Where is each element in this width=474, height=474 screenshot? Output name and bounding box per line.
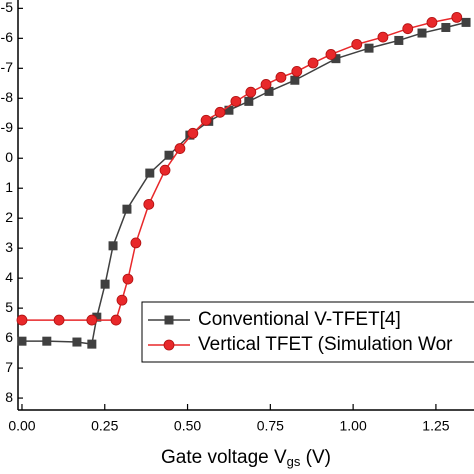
y-tick-label: 0 — [5, 149, 13, 165]
marker-circle — [351, 38, 363, 50]
x-tick-label: 1.25 — [422, 418, 449, 434]
marker-circle — [426, 17, 438, 28]
marker-square — [417, 28, 427, 38]
x-label-sub: gs — [287, 454, 301, 469]
marker-square — [108, 241, 118, 251]
x-tick-label: 0.50 — [174, 418, 201, 434]
marker-circle — [307, 57, 319, 69]
marker-square — [164, 315, 174, 325]
marker-circle — [230, 95, 242, 107]
y-tick-label: -7 — [1, 59, 14, 75]
marker-square — [122, 204, 132, 214]
x-label-text: Gate voltage V — [161, 447, 287, 468]
x-tick-label: 0.75 — [257, 418, 284, 434]
marker-square — [441, 22, 451, 32]
marker-circle — [116, 294, 128, 306]
x-tick-label: 1.00 — [340, 418, 367, 434]
legend-box — [141, 301, 474, 363]
y-tick-label: 5 — [5, 299, 13, 315]
y-tick-label: 3 — [5, 239, 13, 255]
marker-square — [331, 54, 341, 64]
marker-circle — [275, 71, 287, 83]
marker-circle — [200, 114, 212, 126]
marker-circle — [53, 314, 65, 326]
marker-circle — [122, 273, 134, 285]
marker-circle — [291, 65, 303, 77]
marker-square — [100, 279, 110, 289]
y-tick-label: 8 — [5, 389, 13, 405]
y-tick-label: -6 — [1, 29, 14, 45]
legend-label: Vertical TFET (Simulation Wor — [198, 334, 453, 355]
x-tick-label: 0.25 — [91, 418, 118, 434]
marker-circle — [143, 198, 155, 210]
series-line — [21, 21, 467, 345]
marker-square — [290, 75, 300, 85]
marker-square — [364, 43, 374, 53]
marker-square — [164, 150, 174, 160]
y-tick-label: 4 — [5, 269, 13, 285]
marker-circle — [402, 23, 414, 35]
y-tick-label: 1 — [5, 179, 13, 195]
marker-circle — [451, 11, 463, 23]
marker-circle — [159, 164, 171, 176]
marker-circle — [245, 86, 257, 98]
marker-circle — [214, 106, 226, 118]
y-tick-label: -8 — [1, 89, 14, 105]
marker-square — [72, 337, 82, 347]
marker-circle — [163, 339, 175, 351]
marker-square — [461, 17, 471, 27]
marker-square — [17, 336, 27, 346]
marker-square — [264, 86, 274, 96]
x-axis-label: Gate voltage Vgs (V) — [161, 447, 331, 469]
marker-circle — [187, 127, 199, 139]
marker-square — [87, 339, 97, 349]
y-tick-label: 2 — [5, 209, 13, 225]
marker-square — [224, 105, 234, 115]
marker-square — [145, 168, 155, 178]
y-tick-label: 7 — [5, 359, 13, 375]
marker-square — [394, 35, 404, 45]
series-line — [21, 16, 457, 321]
marker-square — [42, 336, 52, 346]
marker-circle — [86, 314, 98, 326]
marker-circle — [16, 314, 28, 326]
marker-circle — [130, 237, 142, 249]
legend: Conventional V-TFET[4] Vertical TFET (Sim… — [141, 301, 474, 363]
marker-square — [244, 96, 254, 106]
legend-label: Conventional V-TFET[4] — [198, 309, 401, 330]
marker-circle — [325, 49, 337, 60]
x-label-unit: (V) — [300, 447, 331, 468]
y-tick-label: 6 — [5, 329, 13, 345]
x-tick-label: 0.00 — [8, 418, 35, 434]
marker-circle — [377, 31, 389, 43]
marker-square — [92, 312, 102, 322]
y-tick-label: -5 — [1, 0, 14, 15]
marker-circle — [260, 79, 272, 90]
marker-circle — [110, 314, 122, 326]
y-tick-label: -9 — [1, 119, 14, 135]
marker-circle — [174, 143, 186, 154]
